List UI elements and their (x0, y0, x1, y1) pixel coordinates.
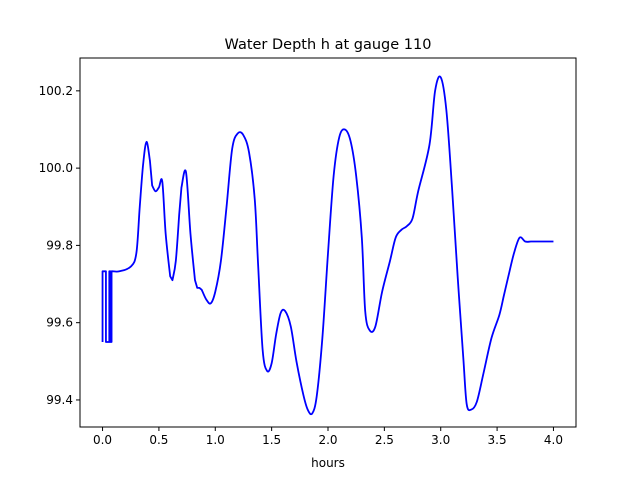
plot-frame (79, 57, 577, 428)
x-tick-label: 2.5 (375, 433, 394, 447)
chart-title: Water Depth h at gauge 110 (225, 37, 432, 53)
x-tick-label: 4.0 (544, 433, 563, 447)
x-axis-label: hours (311, 456, 345, 470)
x-tick-label: 1.5 (262, 433, 281, 447)
y-tick-label: 99.4 (46, 393, 73, 407)
y-tick-label: 99.6 (46, 316, 73, 330)
y-tick-label: 99.8 (46, 238, 73, 252)
series-line (101, 75, 554, 416)
x-tick-label: 0.5 (149, 433, 168, 447)
y-tick-label: 100.0 (39, 161, 73, 175)
x-tick-label: 1.0 (206, 433, 225, 447)
x-tick-label: 3.0 (431, 433, 450, 447)
tick-layer: 0.0 0.5 1.0 1.5 2.0 2.5 3.0 3.5 4.0 99.4 99.6 99.8 1… (39, 84, 563, 447)
x-tick-label: 0.0 (93, 433, 112, 447)
series-layer (101, 75, 554, 416)
x-tick-label: 2.0 (318, 433, 337, 447)
y-tick-label: 100.2 (39, 84, 73, 98)
x-tick-label: 3.5 (488, 433, 507, 447)
